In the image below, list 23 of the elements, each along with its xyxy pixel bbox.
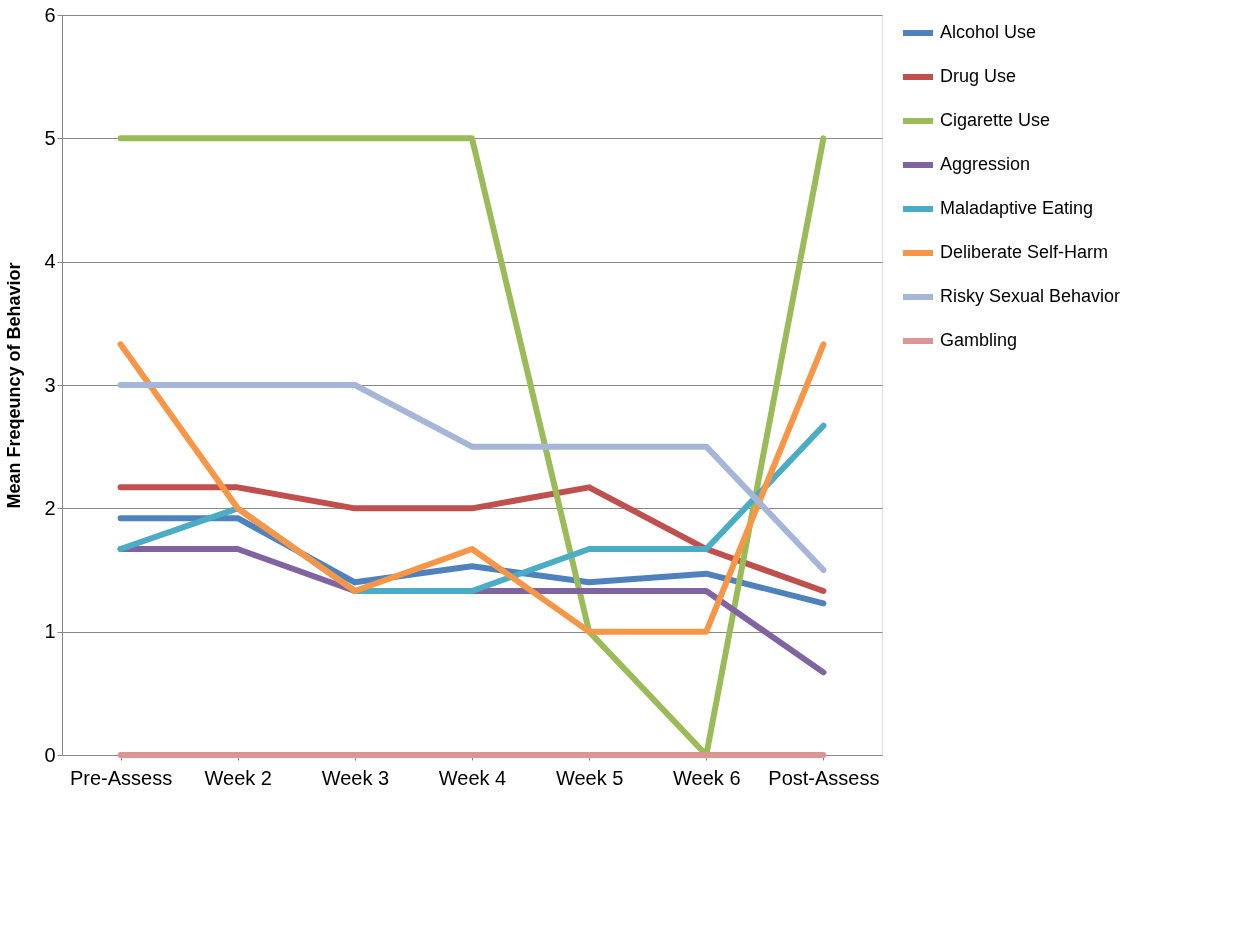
- x-tick-label: Week 4: [438, 766, 507, 789]
- x-tick-label: Pre-Assess: [69, 766, 173, 789]
- legend-label: Risky Sexual Behavior: [940, 286, 1121, 306]
- x-tick-label: Week 6: [673, 766, 741, 789]
- y-tick-label: 3: [44, 373, 56, 396]
- x-tick-label: Week 5: [555, 766, 624, 789]
- y-tick-label: 2: [44, 496, 56, 519]
- legend-label: Maladaptive Eating: [940, 198, 1094, 218]
- legend-label: Alcohol Use: [940, 22, 1037, 42]
- y-tick-label: 5: [44, 126, 56, 149]
- y-tick-label: 1: [44, 620, 56, 643]
- y-tick-label: 0: [44, 743, 56, 766]
- y-axis-title: Mean Freqeuncy of Behavior: [4, 262, 25, 509]
- x-tick-label: Post-Assess: [768, 766, 880, 789]
- legend-label: Deliberate Self-Harm: [940, 242, 1109, 262]
- x-tick-label: Week 3: [321, 766, 390, 789]
- y-tick-label: 4: [44, 250, 56, 273]
- y-tick-label: 6: [44, 3, 56, 26]
- legend-label: Drug Use: [940, 66, 1017, 86]
- legend-label: Cigarette Use: [940, 110, 1051, 130]
- x-tick-label: Week 2: [204, 766, 272, 789]
- legend-label: Aggression: [940, 154, 1031, 174]
- legend-label: Gambling: [940, 330, 1018, 350]
